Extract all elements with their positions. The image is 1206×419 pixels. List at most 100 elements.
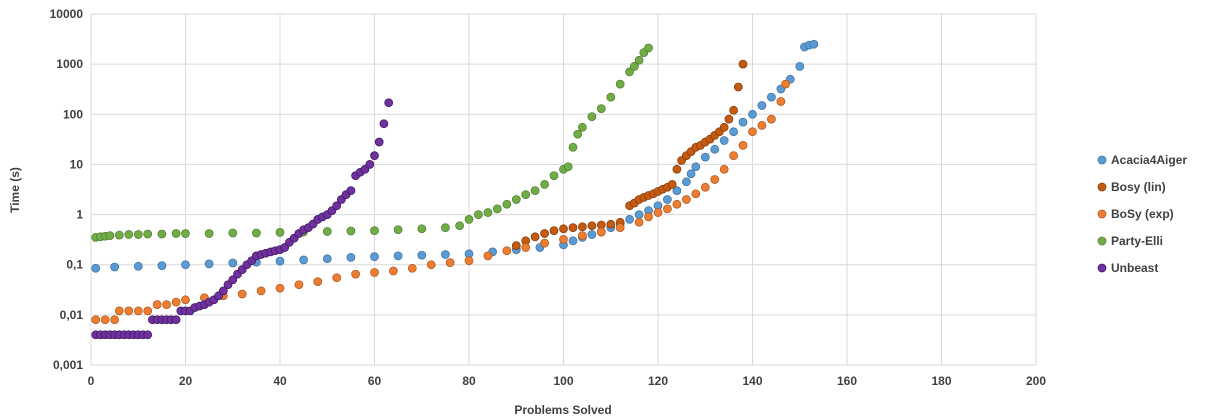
y-tick-label: 10000 [50,7,84,21]
legend-label: Unbeast [1111,261,1158,275]
data-point [511,195,521,204]
data-point [441,223,450,232]
data-point [719,136,729,145]
data-point [474,210,483,219]
data-point [672,186,682,195]
data-point [748,109,757,119]
data-point [634,217,644,227]
data-point [322,227,332,236]
data-point [568,223,578,232]
x-tick-label: 20 [179,374,193,388]
data-point [521,243,531,252]
data-point [91,315,101,325]
data-point [672,164,682,174]
data-point [587,221,597,231]
data-point [568,142,578,152]
data-point [502,246,512,256]
data-point [171,297,181,307]
data-point [719,164,729,174]
series-party-elli [91,43,653,242]
data-point [540,238,549,248]
data-point [370,226,379,235]
data-point [100,315,110,325]
data-point [228,228,238,238]
legend-marker [1097,263,1107,273]
data-point [252,228,261,238]
data-point [143,229,153,239]
data-point [502,199,512,209]
data-point [738,59,748,69]
data-point [559,224,568,234]
data-point [672,199,682,209]
x-tick-label: 0 [88,374,95,388]
series-bosy-exp [91,79,790,325]
data-point [691,189,701,199]
series-acacia4aiger [91,39,819,273]
data-point [181,229,190,238]
data-point [578,122,587,132]
data-point [441,250,450,259]
data-point [644,43,653,53]
data-point [615,79,625,89]
x-axis-title: Problems Solved [514,403,611,417]
data-point [795,62,805,71]
data-point [700,182,710,192]
x-tick-label: 80 [462,374,476,388]
data-point [275,228,285,237]
y-tick-label: 0,1 [66,258,83,272]
data-point [143,306,153,316]
series-bosy-lin [511,59,748,250]
x-tick-label: 40 [273,374,287,388]
data-point [407,263,417,273]
data-point [299,255,308,265]
data-point [530,186,540,195]
data-point [370,268,379,277]
y-tick-label: 1 [76,208,83,222]
data-point [682,177,691,187]
x-tick-label: 60 [368,374,382,388]
data-point [700,152,710,162]
data-point [346,253,356,262]
data-point [483,251,493,261]
data-point [710,175,720,184]
data-point [365,160,375,169]
x-tick-label: 140 [742,374,762,388]
data-point [393,251,403,261]
data-point [733,82,743,92]
data-point [417,224,427,234]
data-point [171,315,181,325]
data-point [587,230,597,239]
y-axis-title: Time (s) [8,167,22,213]
data-point [218,286,228,296]
data-point [389,266,398,276]
data-point [559,235,568,244]
data-point [393,225,403,235]
data-point [370,252,379,261]
data-point [686,169,696,179]
data-point [809,39,819,49]
data-point [313,277,323,286]
data-point [110,315,119,325]
data-point [124,230,134,239]
data-point [105,231,115,240]
data-point [757,101,767,110]
data-point [294,280,304,290]
x-tick-label: 120 [648,374,668,388]
data-point [181,295,190,305]
data-point [464,215,474,224]
data-point [445,258,455,267]
y-tick-label: 10 [70,157,84,171]
data-point [549,226,559,235]
data-point [710,144,720,154]
data-point [483,208,493,217]
data-point [748,127,757,137]
legend-marker [1097,155,1107,165]
y-tick-label: 1000 [56,57,83,71]
data-point [578,222,587,232]
y-tick-label: 100 [63,107,83,121]
data-point [237,289,247,299]
gridlines [90,13,1037,366]
data-point [719,122,729,132]
data-point [332,273,342,283]
